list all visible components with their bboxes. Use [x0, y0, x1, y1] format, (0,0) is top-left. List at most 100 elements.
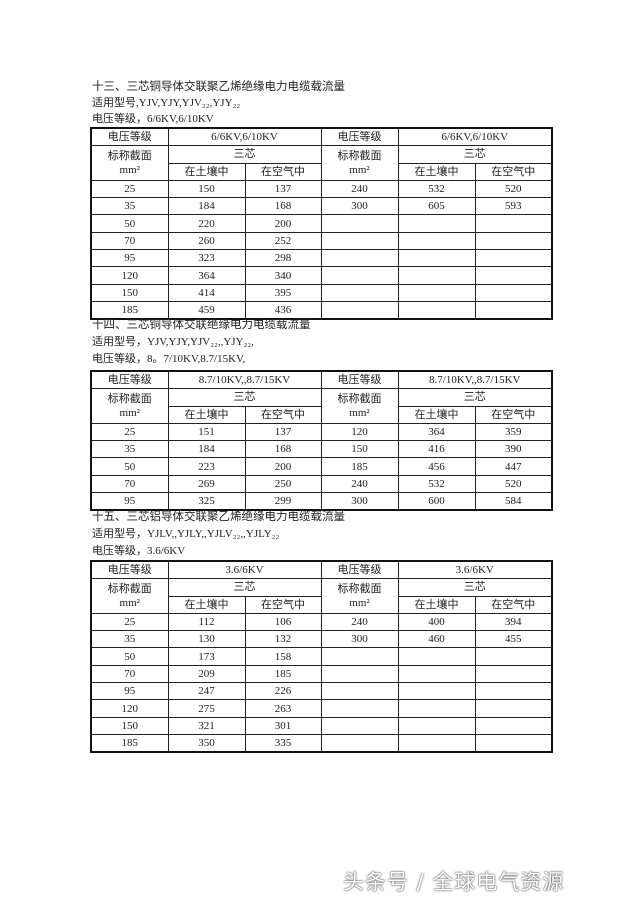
in-air-value	[474, 300, 553, 320]
cross-section: 185	[90, 733, 169, 753]
in-soil-value: 269	[167, 474, 246, 494]
in-air-value: 252	[244, 231, 322, 251]
cross-section-label: 标称截面 mm²	[320, 145, 399, 181]
in-soil-value: 150	[167, 179, 246, 199]
in-soil-value: 364	[397, 422, 476, 442]
in-air-value: 226	[244, 682, 322, 701]
cross-section: 185	[90, 300, 169, 320]
voltage-level-line: 电压等级，8。7/10KV,8.7/15KV,	[92, 353, 246, 365]
in-air-value: 520	[474, 474, 553, 494]
voltage-value: 3.6/6KV	[397, 560, 553, 580]
cross-section-text: 标称截面	[107, 583, 152, 596]
in-air-value: 298	[244, 249, 322, 268]
in-soil-value: 600	[397, 492, 476, 511]
table-row: 25 151 137 120 364 359	[90, 422, 553, 442]
in-air-value	[474, 283, 553, 302]
in-soil-value: 400	[397, 612, 476, 632]
cross-section: 240	[320, 179, 399, 199]
cross-section: 300	[320, 630, 399, 649]
in-soil-value: 173	[167, 647, 246, 666]
in-soil-label: 在土壤中	[167, 595, 246, 614]
cross-section: 95	[90, 682, 169, 701]
voltage-value: 8.7/10KV,,8.7/15KV	[397, 370, 553, 390]
table-row: 95 247 226	[90, 682, 553, 701]
voltage-label: 电压等级	[90, 127, 169, 147]
header-row: 标称截面 mm² 三芯 标称截面 mm² 三芯	[90, 578, 553, 614]
in-air-value: 593	[474, 197, 553, 216]
table-row: 35 184 168 300 605 593	[90, 197, 553, 216]
cross-section-text: 标称截面	[107, 393, 152, 406]
cross-section	[320, 300, 399, 320]
in-soil-value: 260	[167, 231, 246, 251]
in-soil-value: 350	[167, 733, 246, 753]
cross-section: 120	[90, 266, 169, 285]
in-soil-label: 在土壤中	[167, 162, 246, 181]
in-air-value	[474, 231, 553, 251]
current-capacity-table: 电压等级 3.6/6KV 电压等级 3.6/6KV 标称截面 mm² 三芯 标称截面 mm² 三芯…	[90, 560, 554, 754]
voltage-value: 3.6/6KV	[167, 560, 322, 580]
current-capacity-table: 电压等级 8.7/10KV,,8.7/15KV 电压等级 8.7/10KV,,8.7/…	[90, 370, 554, 512]
in-soil-value	[397, 682, 476, 701]
header-row: 电压等级 8.7/10KV,,8.7/15KV 电压等级 8.7/10KV,,8.7/…	[90, 370, 553, 390]
voltage-label: 电压等级	[320, 127, 399, 147]
in-soil-value: 416	[397, 440, 476, 459]
in-soil-value	[397, 300, 476, 320]
in-air-value: 436	[244, 300, 322, 320]
in-soil-value: 456	[397, 457, 476, 476]
table-row: 150 321 301	[90, 716, 553, 735]
cross-section: 35	[90, 630, 169, 649]
in-soil-value	[397, 249, 476, 268]
in-soil-value: 223	[167, 457, 246, 476]
in-air-label: 在空气中	[474, 162, 553, 181]
in-air-label: 在空气中	[244, 162, 322, 181]
in-air-label: 在空气中	[474, 405, 553, 424]
cross-section: 150	[90, 283, 169, 302]
current-capacity-table: 电压等级 6/6KV,6/10KV 电压等级 6/6KV,6/10KV 标称截面 mm² 三…	[90, 127, 554, 321]
cross-section-text: 标称截面	[337, 583, 382, 596]
in-air-value: 447	[474, 457, 553, 476]
core-label: 三芯	[167, 388, 322, 407]
table-row: 35 184 168 150 416 390	[90, 440, 553, 459]
table-row: 70 260 252	[90, 231, 553, 251]
watermark: 头条号 / 全球电气资源	[343, 870, 565, 894]
in-soil-value: 605	[397, 197, 476, 216]
in-soil-value: 151	[167, 422, 246, 442]
cross-section: 240	[320, 474, 399, 494]
in-soil-value	[397, 647, 476, 666]
cross-section: 50	[90, 457, 169, 476]
in-soil-label: 在土壤中	[397, 405, 476, 424]
cross-section: 120	[320, 422, 399, 442]
in-air-value: 137	[244, 422, 322, 442]
cross-section: 95	[90, 492, 169, 511]
cross-section-label: 标称截面 mm²	[90, 145, 169, 181]
in-soil-label: 在土壤中	[397, 595, 476, 614]
table-row: 50 173 158	[90, 647, 553, 666]
in-air-value: 250	[244, 474, 322, 494]
core-label: 三芯	[167, 578, 322, 597]
table-row: 70 269 250 240 532 520	[90, 474, 553, 494]
section-title: 十五、三芯铝导体交联聚乙烯绝缘电力电缆载流量	[92, 511, 345, 523]
cross-section: 50	[90, 214, 169, 233]
in-air-value: 168	[244, 197, 322, 216]
cross-section-label: 标称截面 mm²	[320, 578, 399, 614]
cross-section: 185	[320, 457, 399, 476]
in-air-value: 455	[474, 630, 553, 649]
cross-section	[320, 266, 399, 285]
in-air-value: 132	[244, 630, 322, 649]
table-row: 95 325 299 300 600 584	[90, 492, 553, 511]
cross-section	[320, 699, 399, 718]
applicable-models: 适用型号，YJV,YJY,YJV₂₂,,YJY₂₂,	[92, 336, 254, 348]
in-air-value	[474, 699, 553, 718]
in-soil-value	[397, 283, 476, 302]
header-row: 电压等级 6/6KV,6/10KV 电压等级 6/6KV,6/10KV	[90, 127, 553, 147]
cross-section: 25	[90, 179, 169, 199]
unit-label: mm²	[119, 597, 140, 610]
cross-section	[320, 664, 399, 684]
cross-section: 300	[320, 492, 399, 511]
voltage-label: 电压等级	[320, 370, 399, 390]
table-row: 25 150 137 240 532 520	[90, 179, 553, 199]
applicable-models: 适用型号,YJV,YJY,YJV₂₂,YJY₂₂	[92, 97, 241, 109]
in-soil-value	[397, 699, 476, 718]
table-row: 50 220 200	[90, 214, 553, 233]
in-soil-value	[397, 231, 476, 251]
